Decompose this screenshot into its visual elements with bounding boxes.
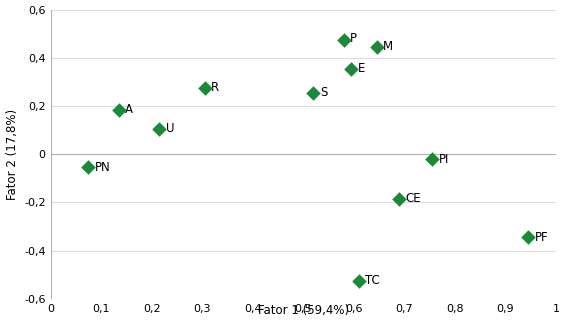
Point [339, 37, 348, 42]
Text: PN: PN [95, 161, 111, 174]
Point [309, 90, 318, 95]
Text: R: R [211, 81, 219, 94]
Text: A: A [125, 103, 133, 116]
Text: E: E [358, 62, 365, 75]
Text: S: S [320, 86, 327, 99]
Text: PF: PF [534, 231, 549, 244]
Text: 0,3: 0,3 [193, 304, 211, 314]
Point [395, 196, 404, 202]
Point [372, 44, 381, 49]
Text: 0,8: 0,8 [446, 304, 464, 314]
Text: CE: CE [406, 192, 421, 205]
Text: 0,6: 0,6 [345, 304, 363, 314]
Text: 1: 1 [553, 304, 559, 314]
Text: 0,4: 0,4 [244, 304, 262, 314]
Text: 0,5: 0,5 [294, 304, 312, 314]
Text: 0,9: 0,9 [497, 304, 514, 314]
Text: PI: PI [438, 152, 449, 166]
Y-axis label: Fator 2 (17,8%): Fator 2 (17,8%) [6, 109, 19, 200]
Point [84, 165, 93, 170]
Text: 0,7: 0,7 [396, 304, 413, 314]
Text: U: U [166, 122, 175, 135]
Point [524, 235, 533, 240]
Point [200, 85, 209, 90]
Text: 0,1: 0,1 [93, 304, 110, 314]
X-axis label: Fator 1 (59,4%): Fator 1 (59,4%) [258, 305, 349, 318]
Text: TC: TC [366, 274, 380, 287]
Point [428, 156, 437, 162]
Point [155, 126, 164, 131]
Point [114, 107, 123, 112]
Text: M: M [383, 40, 393, 53]
Text: P: P [350, 32, 357, 45]
Text: 0,2: 0,2 [143, 304, 160, 314]
Text: 0: 0 [47, 304, 54, 314]
Point [347, 66, 356, 71]
Point [354, 278, 363, 283]
